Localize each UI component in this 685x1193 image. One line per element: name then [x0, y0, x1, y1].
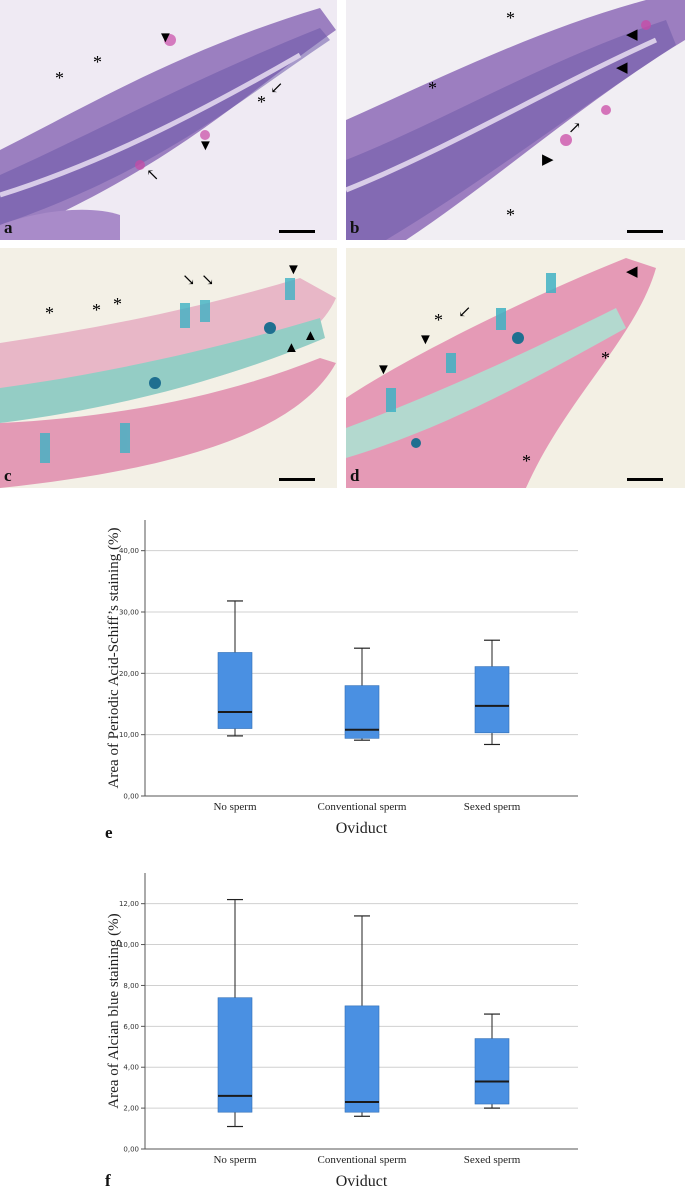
y-tick-label: 10,00	[119, 731, 139, 739]
micrograph-a-image	[0, 8, 336, 240]
arrow-icon: ↙	[270, 80, 284, 97]
arrow-icon: ↖	[146, 167, 160, 184]
micrograph-panel-b: b * * * ◀ ◀ ▶ ↗	[346, 0, 685, 240]
arrowhead-icon: ◀	[616, 60, 628, 76]
iqr-box	[217, 997, 253, 1113]
box-2	[344, 915, 380, 1117]
panel-label-d: d	[350, 466, 360, 485]
y-tick-label: 40,00	[119, 547, 139, 555]
arrowhead-icon: ▼	[418, 332, 433, 348]
asterisk-marker: *	[506, 8, 515, 28]
iqr-box	[474, 666, 510, 734]
arrowhead-icon: ◀	[626, 264, 638, 280]
asterisk-marker: *	[45, 303, 54, 323]
arrowhead-icon: ▼	[376, 362, 391, 378]
scale-bar	[627, 478, 663, 481]
panel-label-f: f	[105, 1171, 111, 1190]
panel-label-e: e	[105, 823, 113, 842]
category-label: No sperm	[213, 1154, 257, 1166]
micrograph-panel-a: a * * * ▼ ▼ ↙ ↖	[0, 0, 337, 240]
x-axis-label: Oviduct	[336, 1173, 388, 1190]
box-3	[474, 639, 510, 746]
arrow-icon: ↙	[458, 304, 472, 321]
asterisk-marker: *	[434, 310, 443, 330]
arrow-icon: ↘	[182, 272, 196, 289]
micrograph-d-image	[346, 258, 685, 488]
arrowhead-icon: ▲	[284, 340, 299, 356]
micrograph-panel-c: c * * * ▼ ▲ ▲ ↘ ↘	[0, 248, 337, 488]
panel-label-b: b	[350, 218, 360, 237]
asterisk-marker: *	[257, 92, 266, 112]
scale-bar	[279, 230, 315, 233]
box-3	[474, 1013, 510, 1109]
panel-label-c: c	[4, 466, 12, 485]
asterisk-marker: *	[428, 78, 437, 98]
asterisk-marker: *	[601, 348, 610, 368]
micrograph-panel-d: d * * * ◀ ▼ ▼ ↙	[346, 248, 685, 488]
asterisk-marker: *	[506, 205, 515, 225]
scale-bar	[627, 230, 663, 233]
box-1	[217, 600, 253, 737]
y-axis-label: Area of Alcian blue staining (%)	[106, 913, 122, 1108]
y-tick-label: 2,00	[123, 1105, 139, 1113]
box-2	[344, 647, 380, 741]
asterisk-marker: *	[113, 294, 122, 314]
micrograph-b-image	[346, 0, 685, 240]
y-tick-label: 8,00	[123, 982, 139, 990]
iqr-box	[217, 652, 253, 729]
y-tick-label: 4,00	[123, 1064, 139, 1072]
arrowhead-icon: ▼	[158, 30, 173, 46]
iqr-box	[344, 1005, 380, 1113]
arrowhead-icon: ▶	[542, 152, 554, 168]
category-label: Conventional sperm	[318, 801, 407, 813]
y-tick-label: 10,00	[119, 941, 139, 949]
category-label: Conventional sperm	[318, 1154, 407, 1166]
arrow-icon: ↘	[201, 272, 215, 289]
category-label: Sexed sperm	[464, 1154, 521, 1166]
boxplot-chart-f: 0,00 2,00 4,00 6,00 8,00 10,00 12,00 No sperm Co…	[105, 873, 578, 1190]
arrowhead-icon: ▲	[303, 328, 318, 344]
box-1	[217, 898, 253, 1128]
y-tick-label: 12,00	[119, 900, 139, 908]
arrowhead-icon: ▼	[286, 262, 301, 278]
boxplot-chart-e: 0,00 10,00 20,00 30,00 40,00 No sperm Conventi…	[105, 520, 578, 842]
y-tick-label: 30,00	[119, 609, 139, 617]
y-tick-label: 0,00	[123, 793, 139, 801]
asterisk-marker: *	[93, 52, 102, 72]
y-tick-label: 0,00	[123, 1146, 139, 1154]
panel-label-a: a	[4, 218, 13, 237]
arrowhead-icon: ▼	[198, 138, 213, 154]
micrograph-c-image	[0, 278, 336, 488]
x-axis-label: Oviduct	[336, 820, 388, 837]
arrow-icon: ↗	[568, 120, 582, 137]
iqr-box	[474, 1038, 510, 1105]
asterisk-marker: *	[55, 68, 64, 88]
category-label: Sexed sperm	[464, 801, 521, 813]
category-label: No sperm	[213, 801, 257, 813]
asterisk-marker: *	[522, 451, 531, 471]
y-axis-label: Area of Periodic Acid-Schiff’s staining …	[106, 528, 122, 789]
arrowhead-icon: ◀	[626, 27, 638, 43]
y-tick-label: 20,00	[119, 670, 139, 678]
asterisk-marker: *	[92, 300, 101, 320]
y-tick-label: 6,00	[123, 1023, 139, 1031]
scale-bar	[279, 478, 315, 481]
